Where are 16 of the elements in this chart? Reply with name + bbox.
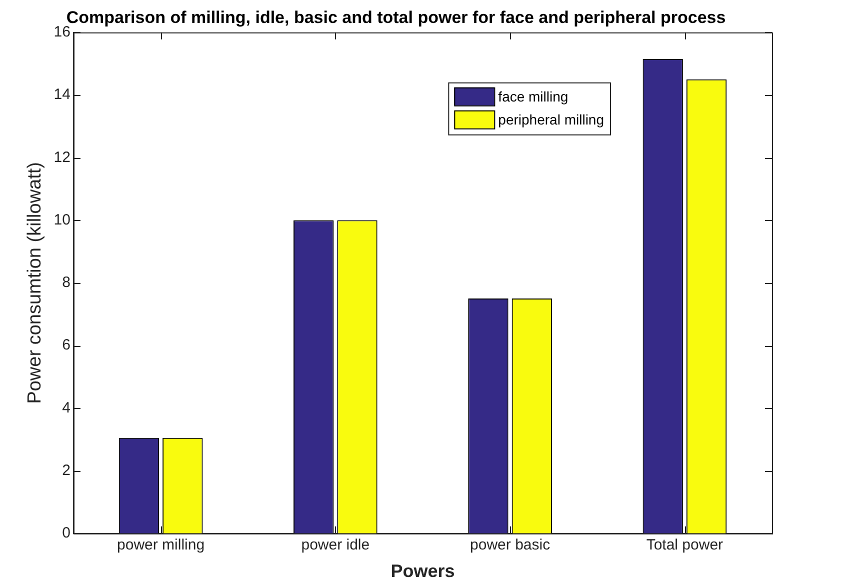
y-tick-label: 8	[62, 274, 70, 292]
y-axis-title: Power consumtion (killowatt)	[24, 162, 46, 404]
y-tick-label: 4	[62, 399, 70, 416]
y-tick-label: 2	[62, 462, 70, 479]
x-tick-label: power idle	[301, 536, 370, 554]
x-tick-label: power milling	[117, 536, 205, 554]
legend-label: face milling	[498, 88, 568, 104]
y-tick-label: 10	[54, 211, 70, 228]
y-tick-label: 12	[54, 148, 70, 166]
x-axis-title: Powers	[390, 561, 455, 582]
y-tick-label: 0	[62, 524, 70, 542]
x-tick-label: power basic	[470, 536, 551, 554]
legend-label: peripheral milling	[498, 111, 604, 128]
y-tick-label: 6	[62, 336, 70, 354]
y-tick-label: 14	[54, 86, 70, 104]
x-tick-label: Total power	[646, 536, 724, 554]
